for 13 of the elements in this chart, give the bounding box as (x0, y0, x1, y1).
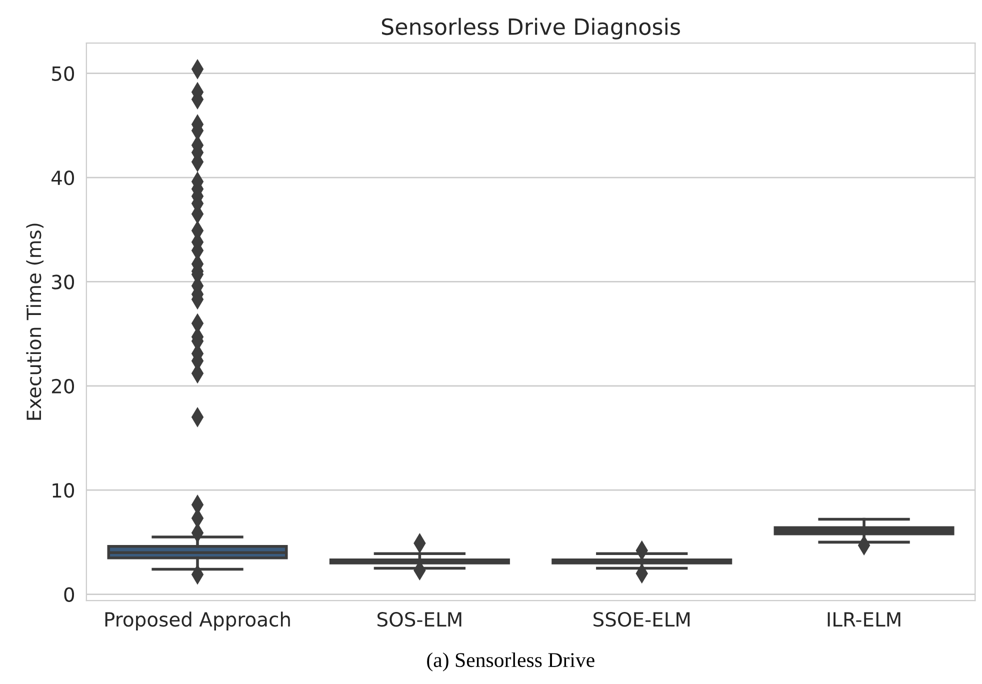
x-tick-label: ILR-ELM (828, 612, 900, 626)
y-tick-label: 20 (52, 378, 74, 394)
chart-title: Sensorless Drive Diagnosis (382, 18, 680, 40)
y-tick-label: 30 (52, 274, 74, 290)
y-tick-label: 0 (64, 587, 74, 602)
y-tick-label: 50 (52, 66, 74, 81)
x-tick-label: SSOE-ELM (594, 612, 690, 627)
y-tick-label: 10 (52, 483, 74, 498)
x-tick-label: SOS-ELM (378, 612, 462, 627)
y-tick-label: 40 (52, 170, 74, 186)
text: (a) Sensorless Drive (427, 652, 594, 672)
y-axis-title: Execution Time (ms) (26, 224, 44, 420)
x-tick-label: Proposed Approach (105, 612, 290, 630)
